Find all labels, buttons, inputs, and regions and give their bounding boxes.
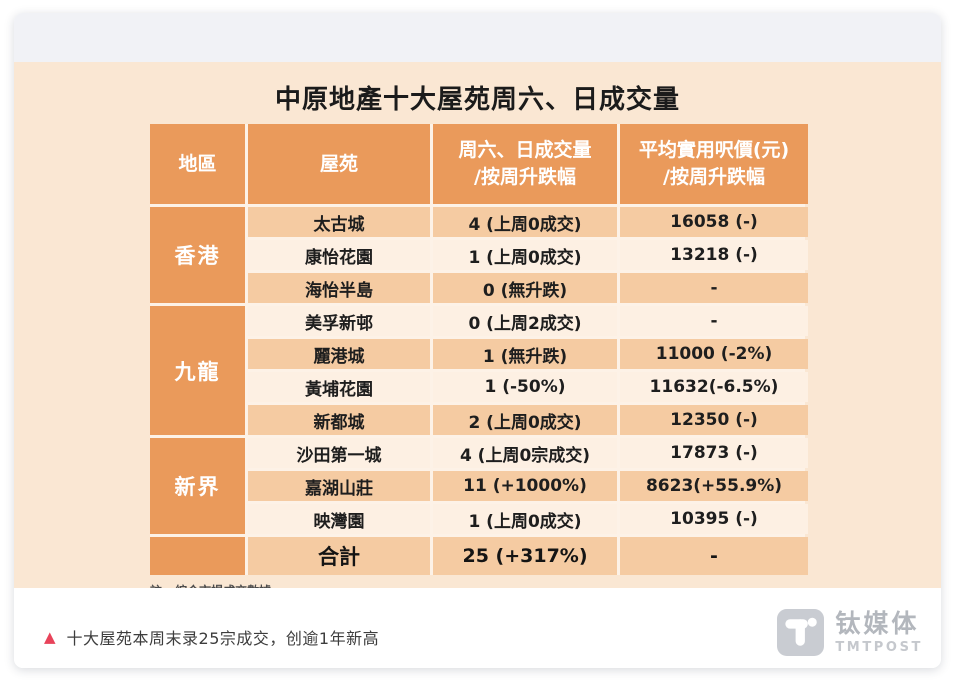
col-header-region: 地區 <box>150 124 245 204</box>
caption-bar: ▲ 十大屋苑本周末录25宗成交，创逾1年新高 钛媒体 TMTPOST <box>14 588 941 668</box>
table-wrap: 地區 屋苑 周六、日成交量 /按周升跌幅 平均實用呎價(元) /按周升跌幅 香港 <box>150 124 808 575</box>
price-cell: - <box>620 306 808 336</box>
price-cell: 8623(+55.9%) <box>620 471 808 501</box>
volume-cell: 1 (上周0成交) <box>433 504 617 534</box>
estate-cell: 嘉湖山莊 <box>248 471 430 501</box>
volume-cell: 4 (上周0宗成交) <box>433 438 617 468</box>
volume-cell: 4 (上周0成交) <box>433 207 617 237</box>
estate-cell: 海怡半島 <box>248 273 430 303</box>
col-header-region-label: 地區 <box>178 152 217 175</box>
chart-title: 中原地產十大屋苑周六、日成交量 <box>274 85 680 115</box>
estate-cell: 美孚新邨 <box>248 306 430 336</box>
price-cell: 17873 (-) <box>620 438 808 468</box>
volume-cell: 11 (+1000%) <box>433 471 617 501</box>
region-cell-newterritories: 新界 <box>150 438 245 534</box>
region-cell-kowloon: 九龍 <box>150 306 245 435</box>
volume-cell: 2 (上周0成交) <box>433 405 617 435</box>
caption-text: 十大屋苑本周末录25宗成交，创逾1年新高 <box>66 629 380 648</box>
col-header-price: 平均實用呎價(元) /按周升跌幅 <box>620 124 808 204</box>
volume-cell: 0 (無升跌) <box>433 273 617 303</box>
total-label-cell: 合計 <box>248 537 430 575</box>
tmtpost-logo: 钛媒体 TMTPOST <box>777 609 923 656</box>
estate-cell: 沙田第一城 <box>248 438 430 468</box>
top-strip <box>14 13 941 62</box>
estate-cell: 康怡花園 <box>248 240 430 270</box>
col-header-price-line1: 平均實用呎價(元) <box>638 139 790 162</box>
estate-cell: 映灣園 <box>248 504 430 534</box>
total-row-region-spacer <box>150 537 245 575</box>
price-cell: 16058 (-) <box>620 207 808 237</box>
total-price-cell: - <box>620 537 808 575</box>
col-header-volume-line1: 周六、日成交量 <box>458 139 592 162</box>
tmtpost-logo-icon <box>777 609 825 656</box>
col-header-volume-line2: /按周升跌幅 <box>474 166 576 188</box>
volume-cell: 1 (無升跌) <box>433 339 617 369</box>
price-cell: 13218 (-) <box>620 240 808 270</box>
col-header-estate: 屋苑 <box>248 124 430 204</box>
volume-cell: 0 (上周2成交) <box>433 306 617 336</box>
price-cell: 10395 (-) <box>620 504 808 534</box>
tmtpost-logo-text: 钛媒体 TMTPOST <box>835 610 923 655</box>
price-cell: 11632(-6.5%) <box>620 372 808 402</box>
col-header-estate-label: 屋苑 <box>319 152 358 175</box>
col-header-volume: 周六、日成交量 /按周升跌幅 <box>433 124 617 204</box>
col-header-price-line2: /按周升跌幅 <box>663 166 765 188</box>
estate-cell: 黃埔花園 <box>248 372 430 402</box>
tmtpost-logo-en: TMTPOST <box>835 639 923 655</box>
volume-cell: 1 (-50%) <box>433 372 617 402</box>
price-cell: - <box>620 273 808 303</box>
transactions-table: 地區 屋苑 周六、日成交量 /按周升跌幅 平均實用呎價(元) /按周升跌幅 香港 <box>150 124 808 575</box>
region-cell-hongkong: 香港 <box>150 207 245 303</box>
volume-cell: 1 (上周0成交) <box>433 240 617 270</box>
price-cell: 11000 (-2%) <box>620 339 808 369</box>
estate-cell: 新都城 <box>248 405 430 435</box>
infographic-panel: 中原地產十大屋苑周六、日成交量 地區 屋苑 周六、日成交量 /按周升跌幅 <box>14 62 941 598</box>
up-triangle-icon: ▲ <box>44 627 56 646</box>
estate-cell: 太古城 <box>248 207 430 237</box>
total-volume-cell: 25 (+317%) <box>433 537 617 575</box>
news-image-card: 中原地產十大屋苑周六、日成交量 地區 屋苑 周六、日成交量 /按周升跌幅 <box>14 13 941 668</box>
price-cell: 12350 (-) <box>620 405 808 435</box>
tmtpost-logo-cn: 钛媒体 <box>835 609 920 639</box>
estate-cell: 麗港城 <box>248 339 430 369</box>
